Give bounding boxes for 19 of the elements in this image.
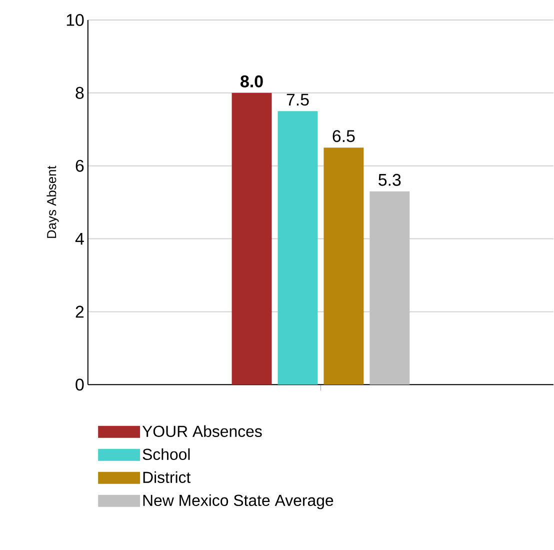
y-tick-label: 2 [76, 306, 84, 318]
y-tick-label: 4 [75, 233, 84, 245]
bar [324, 148, 364, 385]
bar [232, 93, 272, 385]
legend-label: YOUR Absences [142, 426, 262, 438]
data-label: 8.0 [240, 76, 263, 88]
y-tick-label: 0 [76, 378, 84, 391]
y-tick-label: 10 [66, 14, 84, 26]
legend-label: New Mexico State Average [143, 494, 334, 510]
data-label: 6.5 [332, 130, 355, 142]
bar [370, 192, 410, 385]
legend-label: District [143, 472, 191, 484]
legend-label: School [142, 448, 190, 460]
data-label: 5.3 [378, 174, 401, 186]
data-label: 7.5 [286, 94, 309, 106]
y-tick-label: 6 [76, 160, 84, 172]
y-tick-label: 8 [76, 87, 84, 100]
y-axis-title: Days Absent [46, 166, 59, 238]
bar [278, 111, 318, 385]
